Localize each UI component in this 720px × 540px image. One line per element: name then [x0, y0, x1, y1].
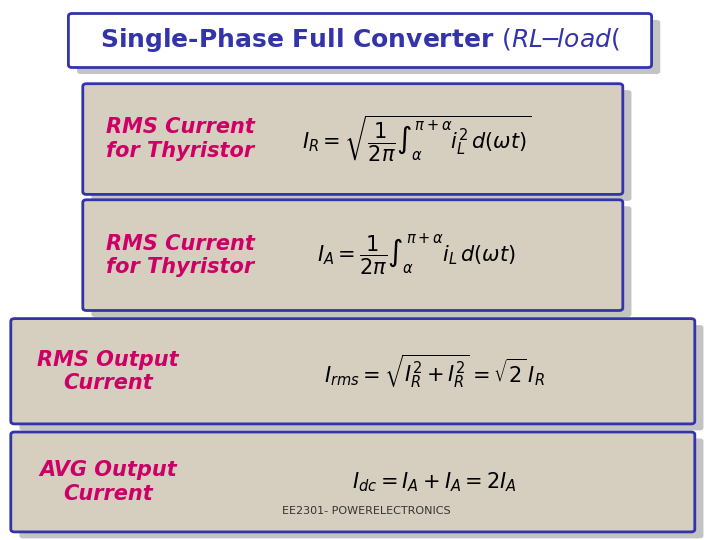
Text: RMS Current
for Thyristor: RMS Current for Thyristor	[106, 117, 254, 160]
Text: $I_{dc} = I_A + I_A = 2I_A$: $I_{dc} = I_A + I_A = 2I_A$	[351, 470, 516, 494]
FancyBboxPatch shape	[19, 325, 703, 430]
FancyBboxPatch shape	[77, 20, 660, 74]
FancyBboxPatch shape	[91, 90, 631, 201]
Text: AVG Output
Current: AVG Output Current	[39, 460, 177, 503]
Text: RMS Output
Current: RMS Output Current	[37, 350, 179, 393]
FancyBboxPatch shape	[19, 438, 703, 538]
Text: EE2301- POWERELECTRONICS: EE2301- POWERELECTRONICS	[282, 505, 451, 516]
Text: $I_A = \dfrac{1}{2\pi}\int_{\alpha}^{\pi+\alpha} i_L \, d(\omega t)$: $I_A = \dfrac{1}{2\pi}\int_{\alpha}^{\pi…	[318, 232, 516, 278]
FancyBboxPatch shape	[68, 14, 652, 68]
FancyBboxPatch shape	[11, 432, 695, 532]
FancyBboxPatch shape	[11, 319, 695, 424]
Text: $I_R = \sqrt{\dfrac{1}{2\pi}\int_{\alpha}^{\pi+\alpha} i_L^2 \, d(\omega t)}$: $I_R = \sqrt{\dfrac{1}{2\pi}\int_{\alpha…	[302, 113, 531, 165]
FancyBboxPatch shape	[91, 206, 631, 317]
Text: Single-Phase Full Converter $\mathit{(RL\!\!-\!\!load(}$: Single-Phase Full Converter $\mathit{(RL…	[100, 26, 620, 55]
FancyBboxPatch shape	[83, 84, 623, 194]
FancyBboxPatch shape	[83, 200, 623, 310]
Text: RMS Current
for Thyristor: RMS Current for Thyristor	[106, 233, 254, 277]
Text: $I_{rms} = \sqrt{I_R^2 + I_R^2} = \sqrt{2}\,I_R$: $I_{rms} = \sqrt{I_R^2 + I_R^2} = \sqrt{…	[323, 353, 544, 390]
